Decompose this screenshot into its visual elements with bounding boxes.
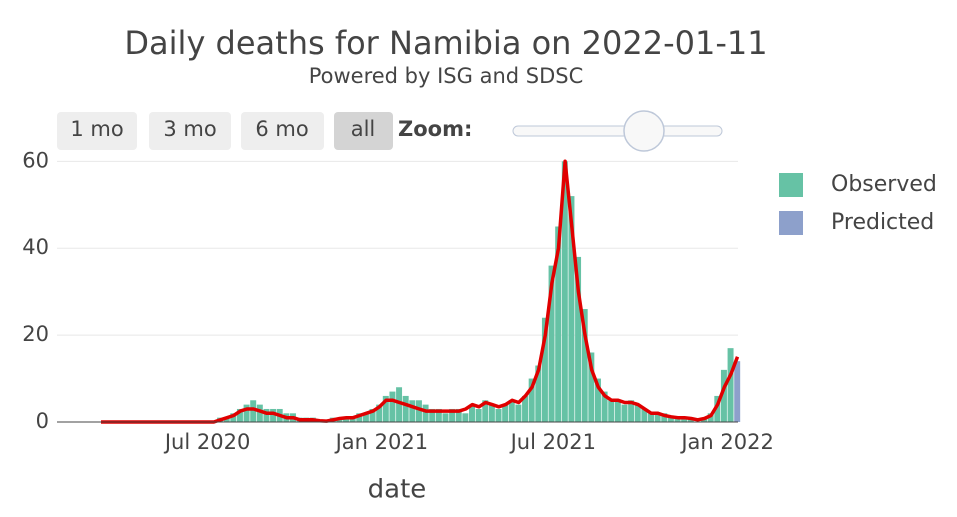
bar (614, 400, 621, 422)
bar (548, 265, 555, 422)
bar (734, 361, 741, 422)
range-button[interactable] (334, 112, 393, 150)
bar (502, 404, 509, 422)
bar (422, 404, 429, 422)
x-axis-label: date (368, 475, 427, 505)
range-button[interactable] (57, 112, 137, 150)
bar (515, 404, 522, 422)
y-tick-label: 60 (22, 148, 49, 172)
bar (382, 395, 389, 422)
bar (581, 309, 588, 422)
legend-swatch (779, 211, 803, 235)
bar (508, 400, 515, 422)
bar (727, 348, 734, 422)
bar (349, 417, 356, 422)
slider-handle[interactable] (623, 110, 665, 152)
bar (429, 408, 436, 422)
zoom-label: Zoom: (398, 117, 472, 141)
bar (389, 391, 396, 422)
bar (588, 352, 595, 422)
bar (369, 408, 376, 422)
bar (522, 395, 529, 422)
bar (343, 417, 350, 422)
bar (230, 413, 237, 422)
bar (469, 404, 475, 422)
bar (223, 417, 230, 422)
bar (654, 413, 661, 422)
bar (555, 226, 562, 422)
bar (263, 408, 270, 422)
bar (442, 413, 449, 422)
bar (568, 196, 575, 422)
bar (435, 408, 442, 422)
bar (449, 408, 456, 422)
bar (396, 387, 403, 422)
bar (594, 378, 601, 422)
bar (541, 317, 548, 422)
bar (488, 404, 495, 422)
bar (362, 413, 369, 422)
bar (621, 404, 628, 422)
bar (641, 408, 648, 422)
bar (575, 256, 582, 422)
range-button-label[interactable]: all (351, 117, 376, 141)
bar (270, 408, 277, 422)
slider-track[interactable] (512, 125, 723, 137)
x-tick-label: Jul 2021 (509, 430, 596, 454)
bar (674, 417, 681, 422)
bar (601, 391, 608, 422)
bar (462, 413, 469, 422)
range-button-label[interactable]: 6 mo (255, 117, 308, 141)
bar (634, 404, 641, 422)
bar (661, 413, 668, 422)
chart-subtitle: Powered by ISG and SDSC (309, 64, 584, 88)
bar (415, 400, 422, 422)
range-selector: 1 mo 3 mo 6 mo all Zoom: (57, 110, 723, 152)
trend-line (101, 159, 740, 424)
bar (455, 408, 462, 422)
bar (495, 408, 502, 422)
legend-label: Predicted (831, 210, 934, 235)
bar (402, 395, 409, 422)
bar (648, 413, 654, 422)
bar (528, 378, 535, 422)
bar (243, 404, 250, 422)
bar (475, 408, 482, 422)
x-tick-label: Jan 2021 (334, 430, 429, 454)
bar (608, 400, 615, 422)
y-tick-label: 40 (22, 235, 49, 259)
bar (667, 417, 674, 422)
legend-swatch (779, 173, 803, 197)
y-tick-label: 20 (22, 322, 49, 346)
range-button-label[interactable]: 1 mo (70, 117, 123, 141)
bar (409, 400, 416, 422)
bar (720, 369, 727, 422)
bar (376, 404, 383, 422)
bar (707, 413, 714, 422)
bar (628, 400, 635, 422)
range-button[interactable] (149, 112, 231, 150)
x-tick-label: Jan 2022 (679, 430, 774, 454)
bar (681, 417, 688, 422)
bar (535, 365, 542, 422)
y-tick-label: 0 (36, 409, 49, 433)
legend-label: Observed (831, 172, 937, 197)
bar (561, 161, 568, 422)
bar (250, 400, 257, 422)
bar (714, 395, 721, 422)
x-tick-label: Jul 2020 (163, 430, 250, 454)
bar (236, 408, 243, 422)
chart-title: Daily deaths for Namibia on 2022-01-11 (124, 24, 767, 62)
bar (356, 413, 363, 422)
bar (482, 400, 489, 422)
range-button-label[interactable]: 3 mo (163, 117, 216, 141)
bar (256, 404, 263, 422)
range-button[interactable] (241, 112, 324, 150)
